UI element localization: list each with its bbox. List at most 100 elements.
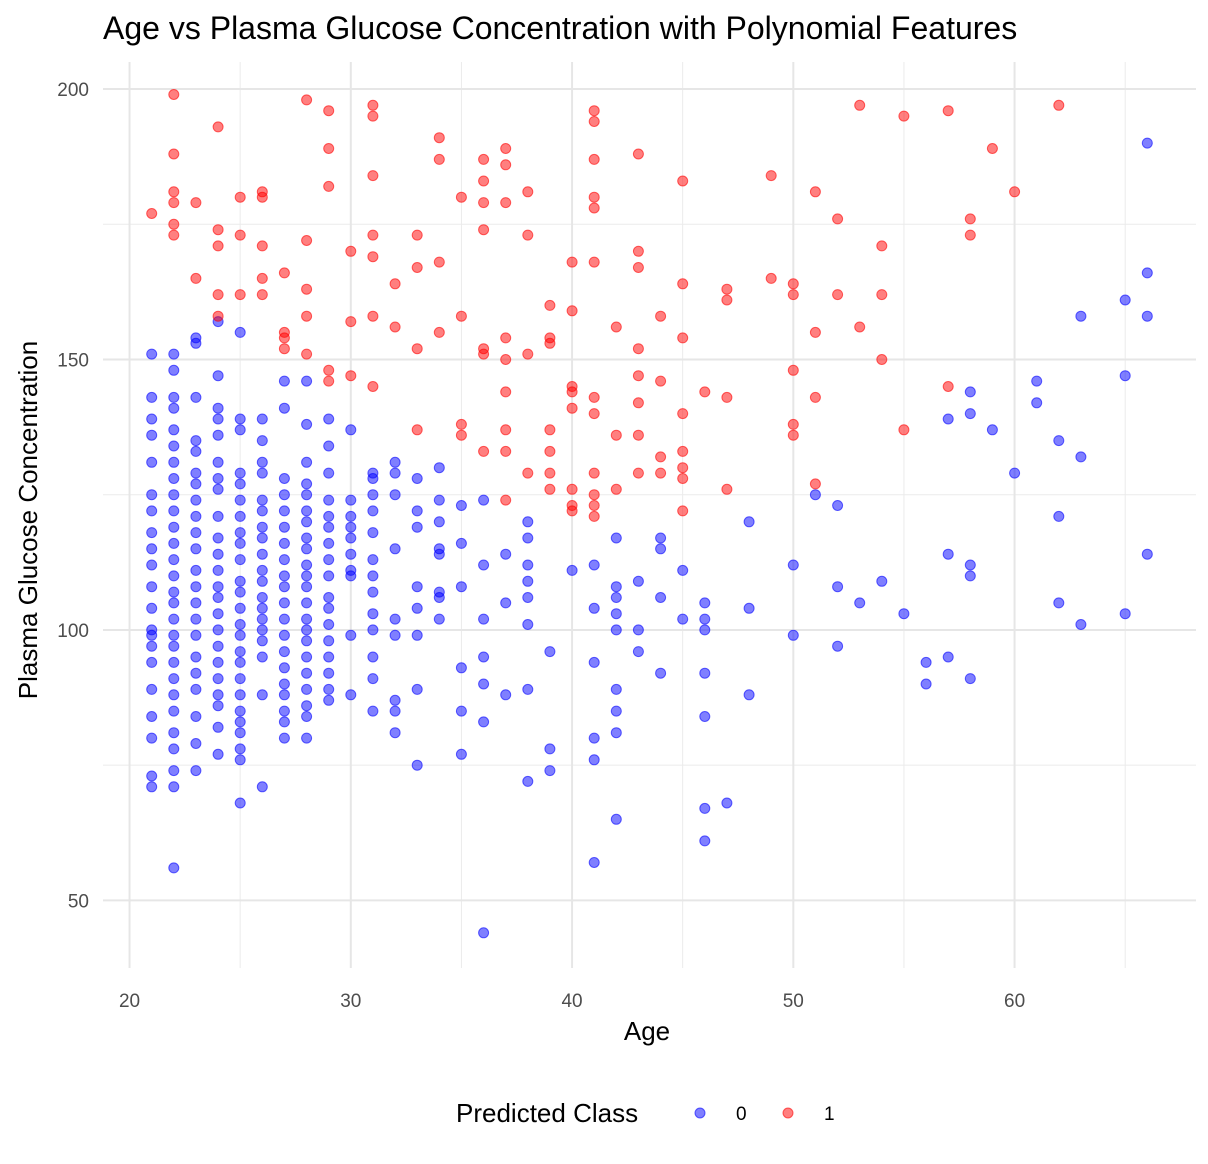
point-class-1 <box>677 278 689 290</box>
point-class-0 <box>389 727 401 739</box>
point-class-0 <box>743 516 755 528</box>
point-class-1 <box>500 494 512 506</box>
point-class-0 <box>323 510 335 522</box>
point-class-0 <box>832 640 844 652</box>
point-class-0 <box>389 489 401 501</box>
point-class-0 <box>146 732 158 744</box>
point-class-0 <box>256 467 268 479</box>
point-class-1 <box>433 153 445 165</box>
point-class-0 <box>1053 597 1065 609</box>
point-class-1 <box>677 408 689 420</box>
point-class-0 <box>367 586 379 598</box>
point-class-1 <box>632 343 644 355</box>
point-class-1 <box>588 408 600 420</box>
point-class-0 <box>278 521 290 533</box>
point-class-1 <box>1009 186 1021 198</box>
point-class-0 <box>389 705 401 717</box>
point-class-1 <box>809 326 821 338</box>
point-class-0 <box>212 581 224 593</box>
point-class-0 <box>323 413 335 425</box>
point-class-1 <box>876 289 888 301</box>
point-class-0 <box>699 613 711 625</box>
chart-title: Age vs Plasma Glucose Concentration with… <box>103 10 1017 46</box>
point-class-0 <box>964 559 976 571</box>
point-class-1 <box>787 418 799 430</box>
point-class-1 <box>455 191 467 203</box>
point-class-0 <box>876 575 888 587</box>
point-class-0 <box>433 592 445 603</box>
point-class-0 <box>433 613 445 625</box>
point-class-1 <box>854 99 866 111</box>
point-class-0 <box>190 564 202 576</box>
point-class-0 <box>190 543 202 555</box>
point-class-0 <box>234 656 246 668</box>
point-class-0 <box>256 613 268 625</box>
point-class-1 <box>367 110 379 122</box>
point-class-1 <box>544 299 556 311</box>
point-class-0 <box>301 418 313 430</box>
point-class-0 <box>168 473 180 484</box>
point-class-0 <box>146 629 158 641</box>
point-class-1 <box>544 445 556 457</box>
point-class-0 <box>256 548 268 560</box>
point-class-0 <box>854 597 866 609</box>
point-class-1 <box>544 483 556 495</box>
point-class-1 <box>655 451 667 463</box>
point-class-1 <box>610 429 622 441</box>
point-class-1 <box>278 332 290 344</box>
point-class-0 <box>301 478 313 490</box>
point-class-1 <box>632 262 644 273</box>
point-class-0 <box>301 732 313 744</box>
point-class-0 <box>212 592 224 603</box>
point-class-0 <box>212 640 224 652</box>
point-class-0 <box>190 467 202 479</box>
point-class-1 <box>411 262 423 273</box>
point-class-0 <box>212 402 224 414</box>
point-class-0 <box>345 494 357 506</box>
point-class-0 <box>168 440 180 452</box>
y-tick-label: 50 <box>68 891 89 912</box>
point-class-0 <box>1075 451 1087 463</box>
point-class-1 <box>721 391 733 403</box>
point-class-0 <box>433 494 445 506</box>
point-class-0 <box>610 624 622 636</box>
point-class-0 <box>278 402 290 414</box>
point-class-0 <box>234 743 246 755</box>
point-class-0 <box>234 478 246 490</box>
point-class-1 <box>234 191 246 203</box>
point-class-1 <box>256 272 268 284</box>
point-class-0 <box>1053 435 1065 447</box>
point-class-0 <box>256 781 268 793</box>
point-class-1 <box>566 386 578 398</box>
point-class-1 <box>588 391 600 403</box>
point-class-1 <box>168 218 180 230</box>
point-class-0 <box>234 413 246 425</box>
point-class-0 <box>323 521 335 533</box>
point-class-1 <box>500 354 512 365</box>
point-class-0 <box>832 500 844 511</box>
point-class-0 <box>256 521 268 533</box>
point-class-0 <box>367 624 379 636</box>
point-class-1 <box>212 310 224 322</box>
point-class-0 <box>168 570 180 582</box>
point-class-0 <box>234 424 246 436</box>
point-class-0 <box>190 738 202 749</box>
point-class-0 <box>1119 370 1131 382</box>
x-tick-label: 50 <box>783 991 804 1012</box>
point-class-0 <box>190 435 202 447</box>
point-class-0 <box>411 602 423 614</box>
point-class-0 <box>256 532 268 544</box>
point-class-1 <box>677 473 689 484</box>
point-class-0 <box>610 592 622 603</box>
point-class-0 <box>345 510 357 522</box>
point-class-0 <box>278 613 290 625</box>
point-class-0 <box>146 781 158 793</box>
point-class-0 <box>212 548 224 560</box>
point-class-0 <box>190 581 202 593</box>
point-class-1 <box>455 429 467 441</box>
point-class-0 <box>168 781 180 793</box>
point-class-0 <box>588 656 600 668</box>
point-class-0 <box>345 532 357 544</box>
point-class-1 <box>500 445 512 457</box>
